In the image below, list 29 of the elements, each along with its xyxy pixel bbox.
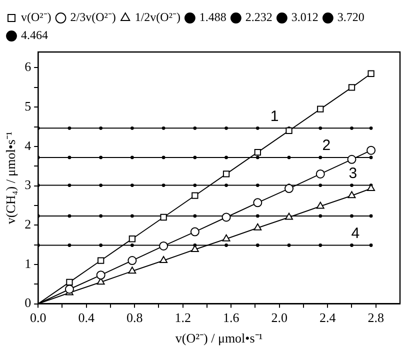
annotation: 4	[351, 224, 360, 242]
legend-label: 2/3v(O²⁻)	[70, 10, 116, 24]
x-tick-label: 0.4	[78, 310, 95, 326]
x-tick-label: 1.2	[174, 310, 191, 326]
legend-label: 4.464	[21, 28, 48, 42]
y-tick-label: 2	[24, 216, 32, 232]
x-tick-label: 0.0	[30, 310, 46, 326]
x-tick-label: 2.8	[368, 310, 384, 326]
x-tick-label: 1.6	[222, 310, 240, 326]
y-tick-label: 3	[24, 177, 32, 192]
x-tick-label: 2.4	[319, 310, 336, 326]
legend-label: 3.720	[337, 10, 364, 24]
annotation: 3	[348, 164, 358, 182]
legend-label: 3.012	[291, 10, 318, 24]
annotation: 2	[322, 137, 331, 154]
legend-label: 1.488	[199, 10, 226, 24]
x-axis-title: v(O²⁻) / μmol•s⁻¹	[175, 330, 263, 346]
y-tick-label: 1	[24, 256, 32, 271]
annotation: 1	[270, 108, 279, 125]
legend-label: v(O²⁻)	[21, 10, 52, 24]
legend-label: 2.232	[245, 10, 272, 24]
x-tick-label: 2.0	[271, 310, 288, 326]
x-tick-label: 0.8	[126, 310, 143, 326]
y-axis-title: v(CH₄) / μmol•s⁻¹	[3, 132, 18, 224]
legend-label: 1/2v(O²⁻)	[134, 10, 180, 24]
y-tick-label: 4	[24, 138, 32, 153]
y-tick-label: 0	[24, 295, 32, 310]
y-tick-label: 5	[24, 98, 32, 114]
y-tick-label: 6	[24, 59, 32, 74]
